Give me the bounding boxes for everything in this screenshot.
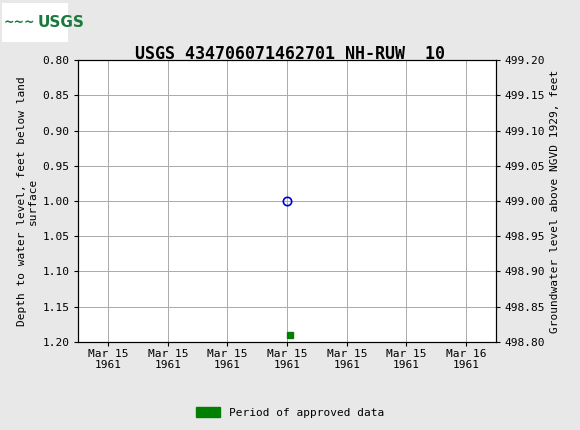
Legend: Period of approved data: Period of approved data: [191, 403, 389, 422]
FancyBboxPatch shape: [2, 3, 68, 42]
Text: USGS 434706071462701 NH-RUW  10: USGS 434706071462701 NH-RUW 10: [135, 45, 445, 63]
Y-axis label: Groundwater level above NGVD 1929, feet: Groundwater level above NGVD 1929, feet: [550, 69, 560, 333]
Text: ~~~: ~~~: [4, 16, 35, 29]
Text: USGS: USGS: [38, 15, 85, 30]
Y-axis label: Depth to water level, feet below land
surface: Depth to water level, feet below land su…: [16, 76, 38, 326]
